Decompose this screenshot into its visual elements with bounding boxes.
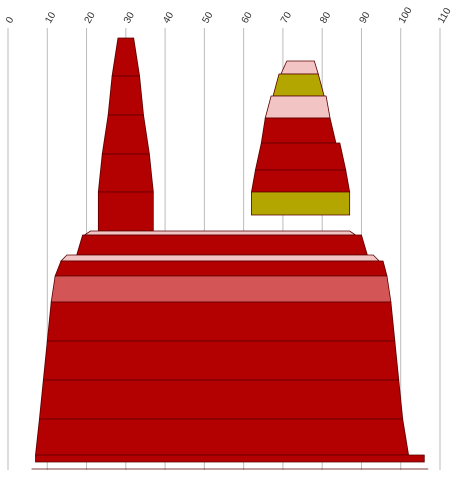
band-dark-red	[111, 37, 141, 77]
x-tick-label: 10	[43, 10, 58, 26]
band-dark-red	[107, 75, 144, 116]
band-dark-red	[35, 454, 425, 463]
band-dark-red	[42, 340, 400, 381]
band-dark-red	[254, 142, 347, 171]
x-tick-label: 70	[279, 10, 294, 26]
band-light-pink	[83, 230, 357, 236]
x-tick-label: 30	[122, 10, 137, 26]
x-axis-tick-labels: 0 10 20 30 40 50 60 70 80 90 100 110	[4, 5, 452, 25]
x-tick-label: 0	[4, 15, 17, 26]
band-dark-red	[35, 418, 410, 456]
band-dark-red	[38, 379, 404, 420]
x-tick-label: 90	[358, 10, 373, 26]
band-medium-red	[50, 275, 392, 303]
band-light-pink	[60, 254, 381, 262]
band-dark-red	[251, 169, 351, 193]
band-light-pink	[280, 60, 319, 75]
x-tick-label: 50	[200, 10, 215, 26]
x-tick-label: 40	[161, 10, 176, 26]
band-dark-red	[97, 153, 154, 193]
band-olive	[272, 73, 325, 97]
band-dark-red	[76, 234, 368, 256]
band-dark-red	[54, 260, 388, 277]
band-dark-red	[97, 191, 154, 232]
band-light-pink	[264, 95, 331, 119]
x-tick-label: 60	[240, 10, 255, 26]
band-dark-red	[46, 301, 396, 342]
band-dark-red	[260, 117, 337, 144]
x-tick-label: 80	[318, 10, 333, 26]
data-bands	[31, 37, 429, 470]
band-dark-red	[101, 114, 150, 155]
x-tick-label: 110	[436, 6, 452, 26]
x-tick-label: 100	[397, 5, 415, 25]
band-olive	[251, 191, 351, 216]
x-tick-label: 20	[83, 10, 98, 26]
